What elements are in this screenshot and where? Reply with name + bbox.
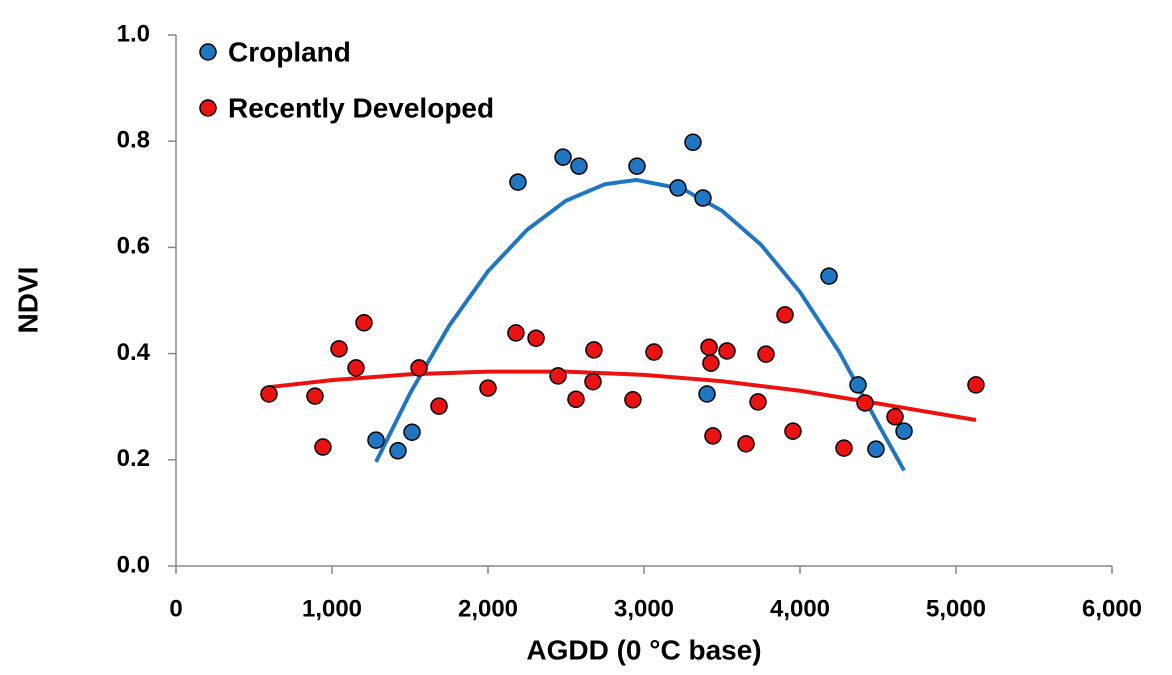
y-tick-label: 1.0 xyxy=(117,20,150,47)
point xyxy=(430,397,448,415)
x-tick-label: 2,000 xyxy=(458,595,518,622)
point xyxy=(260,385,278,403)
y-tick-label: 0.6 xyxy=(117,233,150,260)
point xyxy=(585,341,603,359)
point xyxy=(704,427,722,445)
point xyxy=(645,343,663,361)
point xyxy=(776,306,794,324)
point xyxy=(669,179,687,197)
legend-marker xyxy=(199,99,217,117)
x-tick-label: 6,000 xyxy=(1082,595,1142,622)
point xyxy=(570,157,588,175)
point xyxy=(702,354,720,372)
y-axis-title: NDVI xyxy=(12,267,43,334)
point xyxy=(509,173,527,191)
point xyxy=(306,387,324,405)
point xyxy=(554,148,572,166)
point xyxy=(403,423,421,441)
point xyxy=(410,359,428,377)
x-tick-label: 5,000 xyxy=(926,595,986,622)
y-tick-label: 0.8 xyxy=(117,127,150,154)
x-tick-label: 4,000 xyxy=(770,595,830,622)
point xyxy=(967,376,985,394)
x-tick-label: 0 xyxy=(169,595,182,622)
x-tick-label: 1,000 xyxy=(302,595,362,622)
trend-line xyxy=(269,369,977,422)
point xyxy=(698,385,716,403)
point xyxy=(549,367,567,385)
point xyxy=(355,314,373,332)
point xyxy=(700,338,718,356)
y-tick-label: 0.2 xyxy=(117,445,150,472)
point xyxy=(527,329,545,347)
point xyxy=(718,342,736,360)
trend-line xyxy=(374,177,906,472)
point xyxy=(330,340,348,358)
point xyxy=(895,422,913,440)
point xyxy=(479,379,497,397)
x-axis-title: AGDD (0 °C base) xyxy=(526,634,761,665)
point xyxy=(567,390,585,409)
legend-label: Recently Developed xyxy=(228,92,494,123)
point xyxy=(314,438,332,456)
point xyxy=(784,422,802,440)
point xyxy=(856,394,874,412)
x-tick-label: 3,000 xyxy=(614,595,674,622)
point xyxy=(347,359,365,377)
point xyxy=(820,267,838,285)
point xyxy=(749,393,767,411)
legend-label: Cropland xyxy=(228,36,351,67)
point xyxy=(886,408,904,426)
point xyxy=(694,189,712,207)
point xyxy=(389,442,407,460)
y-tick-label: 0.0 xyxy=(117,551,150,578)
point xyxy=(757,345,775,363)
point xyxy=(507,324,525,342)
point xyxy=(867,440,885,458)
y-tick-label: 0.4 xyxy=(117,339,151,366)
point xyxy=(835,439,853,457)
point xyxy=(849,376,867,394)
point xyxy=(367,431,385,449)
point xyxy=(737,435,755,453)
point xyxy=(628,157,646,175)
point xyxy=(684,133,702,152)
point xyxy=(584,372,602,391)
point xyxy=(624,391,642,409)
legend-marker xyxy=(199,43,217,61)
